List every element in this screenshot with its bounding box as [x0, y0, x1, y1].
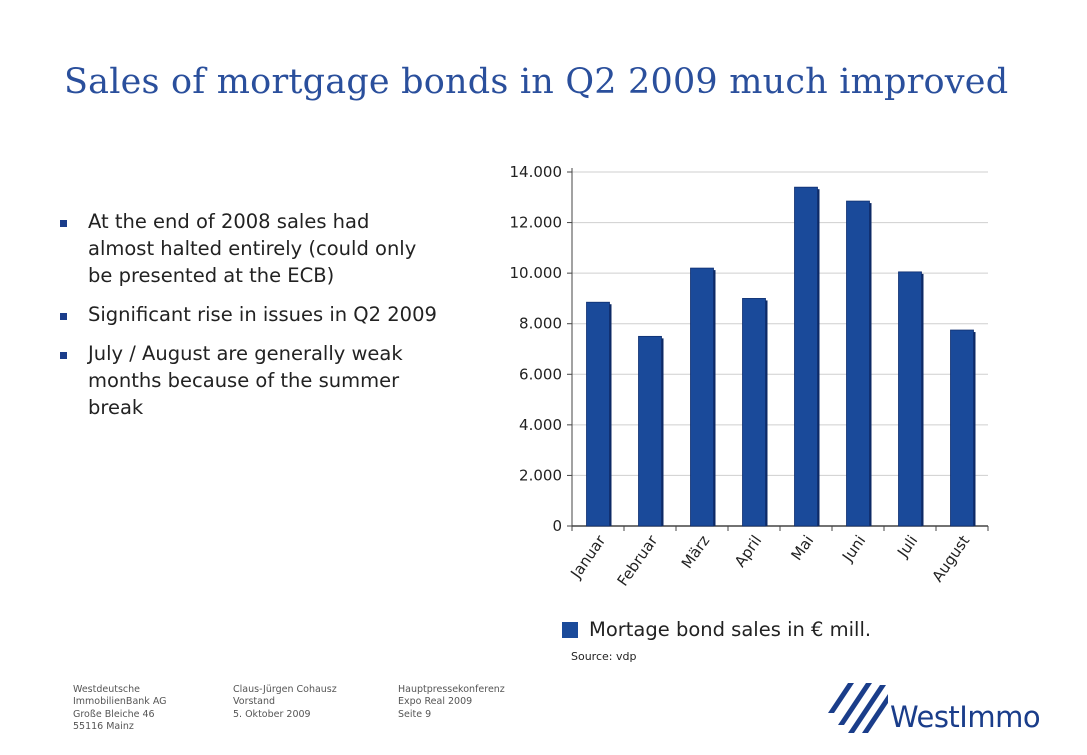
bullet-text: At the end of 2008 sales had almost halt… — [88, 210, 417, 287]
bullet-marker — [60, 313, 67, 320]
footer-line: Hauptpressekonferenz — [398, 684, 505, 695]
bar — [898, 271, 922, 527]
bar — [950, 329, 974, 527]
bullet-item: At the end of 2008 sales had almost halt… — [60, 208, 440, 289]
chart-legend: Mortage bond sales in € mill. — [562, 618, 871, 641]
y-tick-label: 8.000 — [519, 315, 562, 333]
bullet-item: Significant rise in issues in Q2 2009 — [60, 301, 440, 328]
bar-chart: 0 2.000 4.000 6.000 8.000 10.000 12.000 14.000 J… — [510, 163, 989, 589]
westimmo-logo-icon — [828, 683, 888, 733]
y-tick-label: 0 — [552, 517, 562, 535]
x-tick-label: Mai — [787, 532, 817, 564]
legend-swatch — [562, 621, 578, 638]
y-tick-label: 10.000 — [510, 264, 563, 282]
footer-line: 55116 Mainz — [73, 720, 134, 732]
y-tick-label: 4.000 — [519, 416, 562, 434]
x-tick-label: März — [678, 532, 714, 572]
page-title: Sales of mortgage bonds in Q2 2009 much … — [64, 62, 1009, 102]
legend-label: Mortage bond sales in € mill. — [589, 618, 872, 641]
bullet-text: Significant rise in issues in Q2 2009 — [88, 303, 437, 326]
footer-line: Seite 9 — [398, 708, 432, 720]
westimmo-logo-text: WestImmo — [890, 700, 1041, 734]
bullet-item: July / August are generally weak months … — [60, 340, 440, 421]
footer-address: Westdeutsche ImmobilienBank AG Große Ble… — [73, 684, 167, 733]
bullet-marker — [60, 220, 67, 227]
footer-line: Claus-Jürgen Cohausz — [233, 684, 337, 695]
x-tick-label: Juni — [838, 532, 869, 566]
bar — [638, 335, 662, 527]
x-tick-label: Januar — [566, 531, 609, 582]
x-tick-label: April — [731, 532, 765, 570]
bar — [586, 301, 610, 527]
footer-line: ImmobilienBank AG — [73, 696, 167, 708]
bar — [742, 298, 766, 527]
footer-line: Große Bleiche 46 — [73, 708, 155, 720]
y-tick-label: 6.000 — [519, 365, 562, 383]
x-tick-label: Juli — [893, 532, 921, 561]
footer-line: 5. Oktober 2009 — [233, 708, 311, 720]
x-tick-label: Februar — [613, 531, 661, 589]
footer-presenter: Claus-Jürgen Cohausz Vorstand 5. Oktober… — [233, 684, 337, 721]
footer-line: Vorstand — [233, 696, 276, 708]
footer-line: Expo Real 2009 — [398, 696, 473, 708]
bullet-text: July / August are generally weak months … — [88, 342, 403, 419]
bullet-marker — [60, 352, 67, 359]
x-tick-label: August — [928, 532, 973, 585]
footer-event: Hauptpressekonferenz Expo Real 2009 Seit… — [398, 684, 505, 721]
bar — [846, 200, 870, 527]
bullet-list: At the end of 2008 sales had almost halt… — [60, 208, 440, 433]
bar — [794, 186, 818, 527]
y-tick-label: 14.000 — [510, 163, 563, 181]
y-tick-label: 12.000 — [510, 214, 563, 232]
y-tick-label: 2.000 — [519, 466, 562, 484]
source-note: Source: vdp — [571, 650, 637, 663]
bar — [690, 267, 714, 527]
footer-line: Westdeutsche — [73, 684, 141, 695]
